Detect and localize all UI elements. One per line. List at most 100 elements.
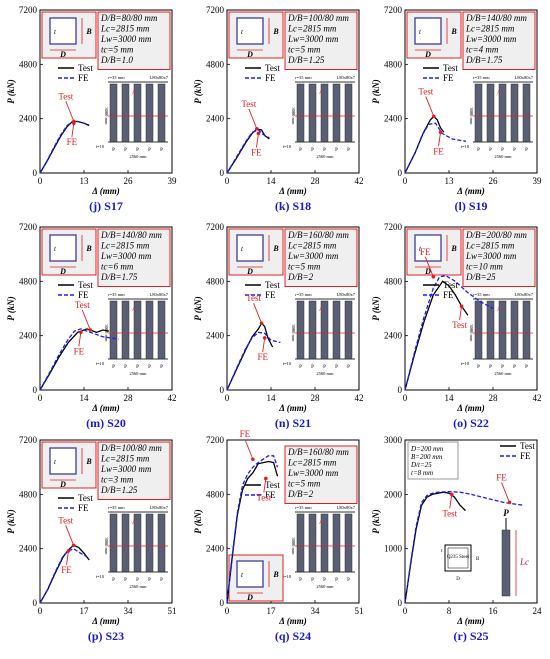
- thickness-label: t: [419, 245, 422, 253]
- plot-frame: [226, 439, 360, 604]
- tube-section: [414, 234, 442, 262]
- dim-label-b: B: [450, 244, 457, 253]
- section-sketch: D Bt: [41, 11, 97, 59]
- y-tick-label: 7200: [206, 435, 225, 445]
- panel-caption: (n) S21: [275, 416, 311, 430]
- thickness-label: t: [54, 458, 57, 466]
- load-label: P: [148, 578, 151, 583]
- panel-caption: (j) S17: [89, 199, 123, 213]
- annotation-dot: [251, 457, 255, 462]
- dim-label-d: D: [246, 593, 253, 602]
- section-label: A: [497, 308, 501, 313]
- parameter-text: D/B=140/80 mm: [100, 230, 162, 240]
- width-label: 2560 mm: [129, 154, 147, 159]
- thickness-label: t: [419, 28, 422, 36]
- load-label: P: [525, 148, 528, 153]
- parameter-text: D/B=1.75: [100, 272, 138, 282]
- height-label: 3000 mm: [469, 107, 474, 125]
- x-tick-label: 14: [80, 393, 90, 403]
- load-label: P: [323, 365, 326, 370]
- cell-label: S: [130, 533, 133, 538]
- x-tick-label: 34: [124, 606, 134, 616]
- thickness-label: t: [54, 245, 57, 253]
- section-label: A: [132, 91, 136, 96]
- annotation-arrow: [438, 132, 441, 147]
- load-label: P: [335, 578, 338, 583]
- t-label: t=10: [283, 574, 292, 579]
- radius-label: r=35 mm: [108, 292, 125, 297]
- parameter-text: D/B=2: [287, 272, 314, 282]
- x-tick-label: 8: [447, 606, 452, 616]
- annotation-label: FE: [496, 472, 507, 482]
- angle-label: L80x80x7: [515, 75, 534, 80]
- annotation-dot: [66, 549, 71, 553]
- parameter-text: D/B=1.75: [465, 55, 503, 65]
- column-strip: [109, 83, 118, 143]
- parameter-text: Lw=3000 mm: [100, 34, 152, 44]
- annotation-arrow: [425, 96, 435, 117]
- section-label: A: [319, 521, 323, 526]
- y-tick-label: 4800: [206, 489, 225, 499]
- cell-label: S: [329, 320, 332, 325]
- annotation-arrow: [71, 123, 75, 138]
- y-tick-label: 4800: [384, 59, 403, 69]
- cell-label: S: [483, 103, 486, 108]
- x-tick-label: 24: [533, 606, 543, 616]
- x-tick-label: 28: [489, 393, 499, 403]
- load-label: P: [501, 365, 504, 370]
- x-tick-label: 16: [489, 606, 499, 616]
- tube-section: [49, 234, 77, 262]
- y-tick-label: 0: [220, 598, 225, 608]
- y-axis-label: P (kN): [6, 509, 16, 533]
- y-tick-label: 0: [33, 168, 38, 178]
- legend-fe-label: FE: [265, 290, 276, 300]
- x-tick-label: 51: [168, 606, 177, 616]
- chart-panel: 0 2400 4800 7200 0 17 34 51 P (kN) Δ (mm) (p) S23 D…: [6, 435, 177, 643]
- column-strip: [157, 300, 166, 360]
- parameter-text: Lw=3000 mm: [100, 251, 152, 261]
- cell-label: S: [130, 103, 133, 108]
- x-tick-label: 28: [124, 393, 134, 403]
- annotation-label: Test: [75, 300, 90, 310]
- radius-label: r=35 mm: [108, 75, 125, 80]
- x-tick-label: 0: [38, 393, 43, 403]
- height-label: 3000 mm: [469, 324, 474, 342]
- annotation-dot: [264, 476, 268, 481]
- cell-label: S: [142, 533, 145, 538]
- tube-section: [236, 17, 264, 45]
- annotation-label: Test: [241, 99, 256, 109]
- legend-fe-label: FE: [443, 290, 454, 300]
- cell-label: S: [317, 103, 320, 108]
- column-strip: [474, 83, 483, 143]
- annotation-dot: [256, 131, 261, 136]
- parameter-text: D=200 mm: [410, 445, 443, 453]
- x-tick-label: 0: [225, 176, 230, 186]
- x-tick-label: 39: [168, 176, 178, 186]
- load-label: P: [112, 365, 115, 370]
- plot-frame: [39, 9, 173, 174]
- series-fe-line: [39, 120, 90, 174]
- column-strip: [121, 300, 130, 360]
- x-tick-label: 42: [355, 176, 364, 186]
- column-strip: [522, 300, 531, 360]
- annotation-arrow: [459, 306, 463, 321]
- x-tick-label: 28: [311, 176, 321, 186]
- y-tick-label: 0: [220, 385, 225, 395]
- y-tick-label: 2400: [384, 331, 403, 341]
- y-tick-label: 7200: [19, 5, 38, 15]
- width-label: 2560 mm: [494, 371, 512, 376]
- column-strip: [510, 300, 519, 360]
- annotation-dot: [255, 127, 259, 131]
- dim-label-d: D: [424, 267, 431, 276]
- section-sketch: D Bt: [406, 11, 462, 59]
- y-tick-label: 4800: [206, 276, 225, 286]
- y-axis-label: P (kN): [371, 296, 381, 320]
- column-strip: [332, 300, 341, 360]
- x-tick-label: 0: [38, 176, 43, 186]
